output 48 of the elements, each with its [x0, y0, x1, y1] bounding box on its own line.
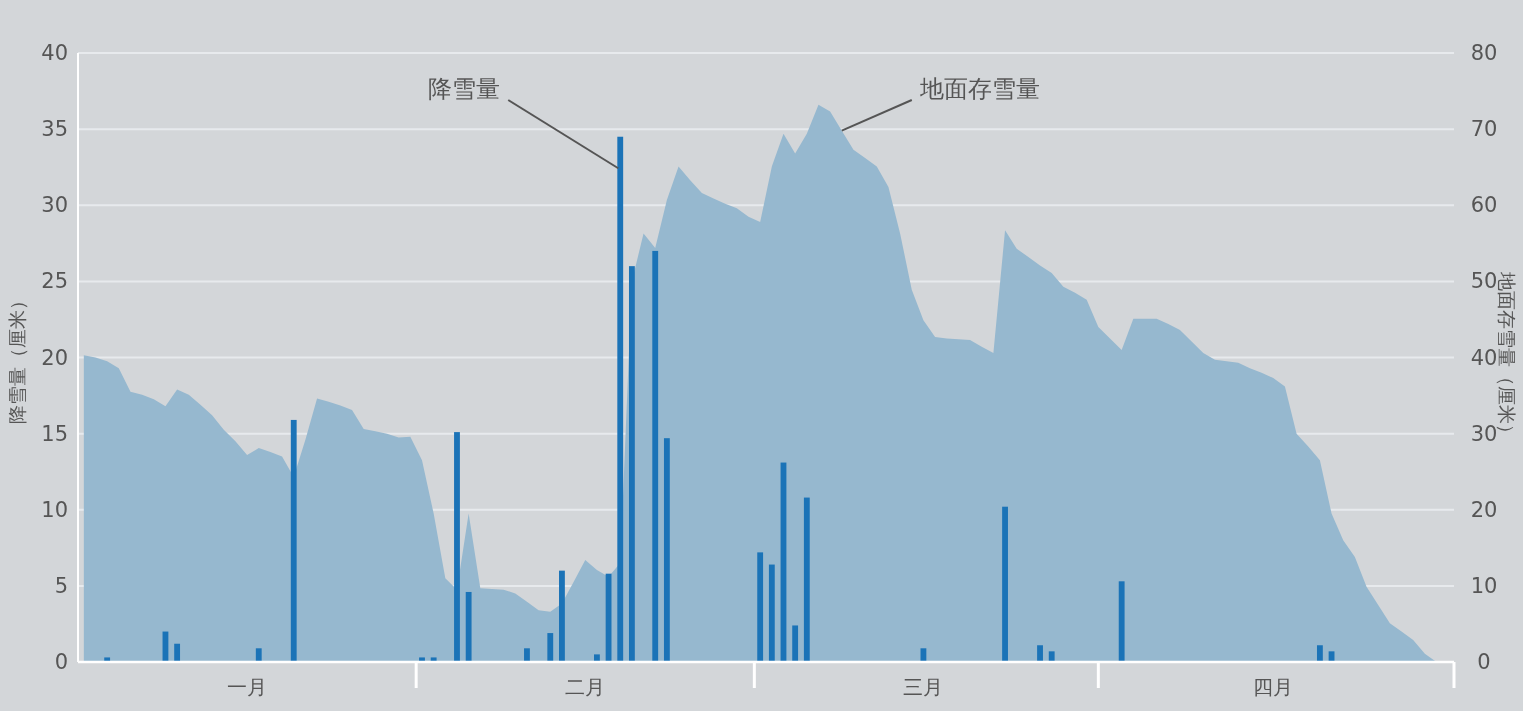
y-tick-label: 35 — [41, 117, 68, 142]
x-tick-label: 四月 — [1253, 675, 1294, 699]
y-axis-title: 降雪量（厘米） — [6, 291, 28, 424]
y2-tick-label: 30 — [1470, 421, 1498, 446]
y-tick-label: 40 — [41, 41, 68, 65]
bar — [792, 625, 799, 662]
x-tick-label: 三月 — [903, 675, 944, 699]
bar — [290, 419, 297, 662]
bar — [594, 654, 600, 662]
y-tick-label: 0 — [54, 650, 68, 674]
text: 地面存雪量 — [918, 75, 1040, 103]
y2-axis-title: 地面存雪量（厘米） — [1496, 271, 1518, 443]
y-tick-label: 5 — [54, 573, 68, 598]
bar — [547, 633, 554, 662]
text: 降雪量 — [428, 75, 501, 103]
y-tick-label: 30 — [41, 193, 68, 218]
y-tick-label: 10 — [41, 497, 68, 522]
bar — [1118, 581, 1125, 662]
y-tick-label: 20 — [41, 345, 68, 370]
y2-tick-label: 50 — [1470, 269, 1498, 294]
bar — [652, 250, 659, 662]
bar — [174, 643, 181, 662]
x-tick-label: 二月 — [565, 675, 606, 699]
y2-tick-label: 10 — [1470, 573, 1498, 598]
bar — [617, 136, 624, 662]
y2-tick-label: 40 — [1470, 345, 1498, 370]
bar — [1316, 645, 1323, 662]
bar — [1002, 506, 1008, 662]
bar — [1037, 645, 1043, 662]
y2-tick-label: 60 — [1470, 193, 1498, 218]
bar — [255, 648, 262, 662]
bar — [628, 266, 635, 662]
bar — [1048, 651, 1055, 662]
bar — [559, 570, 565, 662]
x-tick-label: 一月 — [227, 675, 268, 699]
y-tick-label: 15 — [41, 421, 68, 446]
bar — [524, 648, 530, 662]
y2-tick-label: 0 — [1477, 650, 1491, 674]
y2-tick-label: 70 — [1470, 117, 1498, 142]
bar — [768, 564, 775, 662]
bar — [757, 552, 764, 662]
bar — [465, 591, 472, 662]
y2-tick-label: 20 — [1470, 497, 1498, 522]
y2-tick-label: 80 — [1470, 41, 1498, 65]
y-tick-label: 25 — [41, 269, 68, 294]
bar — [454, 432, 460, 662]
bar — [803, 497, 810, 662]
bar — [663, 438, 670, 662]
